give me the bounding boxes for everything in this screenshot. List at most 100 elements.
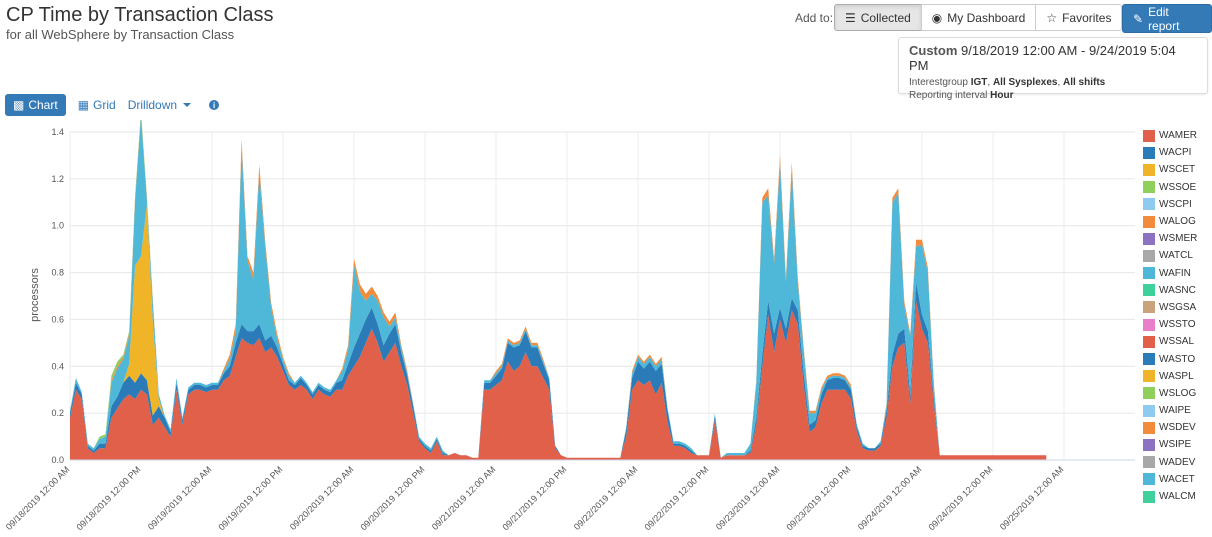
- legend-item[interactable]: WSCET: [1143, 161, 1197, 178]
- legend-label: WAMER: [1159, 130, 1197, 142]
- edit-report-button[interactable]: ✎ Edit report: [1122, 4, 1212, 33]
- legend-label: WSCPI: [1159, 198, 1192, 210]
- legend-item[interactable]: WSGSA: [1143, 299, 1197, 316]
- legend-item[interactable]: WSLOG: [1143, 385, 1197, 402]
- dashboard-label: My Dashboard: [947, 10, 1026, 25]
- y-tick-label: 1.4: [51, 127, 64, 137]
- legend-swatch: [1143, 335, 1155, 348]
- legend-label: WSGSA: [1159, 301, 1197, 313]
- legend-label: WALOG: [1159, 216, 1196, 228]
- view-tabs: ▩ Chart ▦ Grid Drilldown i: [5, 94, 220, 116]
- legend-item[interactable]: WASPL: [1143, 368, 1197, 385]
- legend-swatch: [1143, 387, 1155, 400]
- x-tick-label: 09/19/2019 12:00 PM: [216, 464, 284, 532]
- info-icon[interactable]: i: [209, 100, 220, 110]
- legend-item[interactable]: WSIPE: [1143, 436, 1197, 453]
- page-subtitle: for all WebSphere by Transaction Class: [6, 27, 235, 42]
- sysplex-value: All Sysplexes: [992, 77, 1058, 88]
- legend-item[interactable]: WASNC: [1143, 282, 1197, 299]
- y-tick-label: 0.0: [51, 455, 64, 465]
- legend-label: WSCET: [1159, 164, 1196, 176]
- dashboard-icon: ◉: [931, 10, 943, 25]
- drilldown-label: Drilldown: [127, 98, 178, 112]
- stacked-area-chart: 0.0 0.2 0.4 0.6 0.8 1.0 1.2 1.4 09/18/2019 12:0…: [4, 120, 1135, 532]
- y-tick-label: 0.6: [51, 314, 64, 324]
- x-tick-label: 09/25/2019 12:00 AM: [998, 464, 1066, 532]
- tab-chart-label: Chart: [28, 98, 58, 112]
- legend-swatch: [1143, 181, 1155, 194]
- legend-item[interactable]: WACPI: [1143, 144, 1197, 161]
- legend-item[interactable]: WALOG: [1143, 213, 1197, 230]
- interval-line: Reporting interval Hour: [909, 90, 1197, 101]
- range-type: Custom: [909, 43, 958, 58]
- legend-label: WACPI: [1159, 147, 1192, 159]
- list-icon: ☰: [845, 10, 856, 25]
- x-tick-label: 09/18/2019 12:00 PM: [74, 464, 142, 532]
- x-tick-label: 09/22/2019 12:00 PM: [642, 464, 710, 532]
- legend-item[interactable]: WSMER: [1143, 230, 1197, 247]
- legend-item[interactable]: WALCM: [1143, 488, 1197, 505]
- legend-swatch: [1143, 301, 1155, 314]
- y-axis-label: processors: [29, 268, 41, 322]
- tab-grid[interactable]: ▦ Grid: [78, 98, 116, 112]
- chart-legend: WAMER WACPI WSCET WSSOE WSCPI WALOG WSMER WATCL…: [1143, 127, 1197, 505]
- legend-item[interactable]: WAMER: [1143, 127, 1197, 144]
- legend-item[interactable]: WAFIN: [1143, 265, 1197, 282]
- interval-value: Hour: [990, 90, 1014, 101]
- legend-swatch: [1143, 129, 1155, 142]
- legend-item[interactable]: WADEV: [1143, 454, 1197, 471]
- grid-icon: ▦: [77, 98, 90, 112]
- star-icon: ☆: [1046, 10, 1058, 25]
- favorites-button[interactable]: ☆ Favorites: [1035, 4, 1123, 31]
- legend-item[interactable]: WACET: [1143, 471, 1197, 488]
- legend-label: WSDEV: [1159, 422, 1196, 434]
- shifts-value: All shifts: [1063, 77, 1106, 88]
- legend-label: WSLOG: [1159, 387, 1197, 399]
- series-area-wafin: [70, 120, 1047, 458]
- legend-item[interactable]: WATCL: [1143, 247, 1197, 264]
- page-title: CP Time by Transaction Class: [6, 4, 274, 26]
- y-tick-label: 0.4: [51, 361, 64, 371]
- legend-label: WSSAL: [1159, 336, 1195, 348]
- x-tick-label: 09/20/2019 12:00 AM: [288, 464, 356, 532]
- legend-item[interactable]: WSSTO: [1143, 316, 1197, 333]
- legend-label: WASNC: [1159, 284, 1196, 296]
- legend-swatch: [1143, 370, 1155, 383]
- x-axis: 09/18/2019 12:00 AM 09/18/2019 12:00 PM 09…: [4, 459, 1135, 532]
- x-tick-label: 09/18/2019 12:00 AM: [4, 464, 72, 532]
- collected-label: Collected: [860, 10, 911, 25]
- legend-item[interactable]: WASTO: [1143, 350, 1197, 367]
- drilldown-dropdown[interactable]: Drilldown: [127, 98, 192, 112]
- legend-label: WASPL: [1159, 370, 1194, 382]
- y-tick-label: 0.8: [51, 268, 64, 278]
- legend-swatch: [1143, 249, 1155, 262]
- interestgroup-line: Interestgroup IGT, All Sysplexes, All sh…: [909, 77, 1106, 88]
- date-range: Custom 9/18/2019 12:00 AM - 9/24/2019 5:…: [909, 43, 1197, 73]
- legend-item[interactable]: WSSOE: [1143, 179, 1197, 196]
- y-tick-label: 1.2: [51, 174, 64, 184]
- interval-prefix: Reporting interval: [909, 90, 988, 101]
- legend-item[interactable]: WAIPE: [1143, 402, 1197, 419]
- chart-areas: [70, 120, 1047, 460]
- my-dashboard-button[interactable]: ◉ My Dashboard: [920, 4, 1037, 31]
- tab-chart[interactable]: ▩ Chart: [5, 94, 66, 116]
- edit-report-label: Edit report: [1148, 4, 1180, 33]
- legend-item[interactable]: WSCPI: [1143, 196, 1197, 213]
- legend-swatch: [1143, 163, 1155, 176]
- report-info-box: Custom 9/18/2019 12:00 AM - 9/24/2019 5:…: [898, 37, 1208, 101]
- legend-swatch: [1143, 198, 1155, 211]
- legend-label: WSSOE: [1159, 181, 1197, 193]
- legend-item[interactable]: WSSAL: [1143, 333, 1197, 350]
- collected-button[interactable]: ☰ Collected: [834, 4, 922, 31]
- legend-label: WSIPE: [1159, 439, 1192, 451]
- legend-swatch: [1143, 404, 1155, 417]
- tab-grid-label: Grid: [93, 98, 116, 112]
- legend-swatch: [1143, 353, 1155, 366]
- legend-label: WASTO: [1159, 353, 1196, 365]
- x-tick-label: 09/21/2019 12:00 AM: [430, 464, 498, 532]
- range-value: 9/18/2019 12:00 AM - 9/24/2019 5:04 PM: [909, 43, 1176, 73]
- interestgroup-prefix: Interestgroup: [909, 77, 968, 88]
- x-tick-label: 09/22/2019 12:00 AM: [572, 464, 640, 532]
- legend-item[interactable]: WSDEV: [1143, 419, 1197, 436]
- legend-swatch: [1143, 421, 1155, 434]
